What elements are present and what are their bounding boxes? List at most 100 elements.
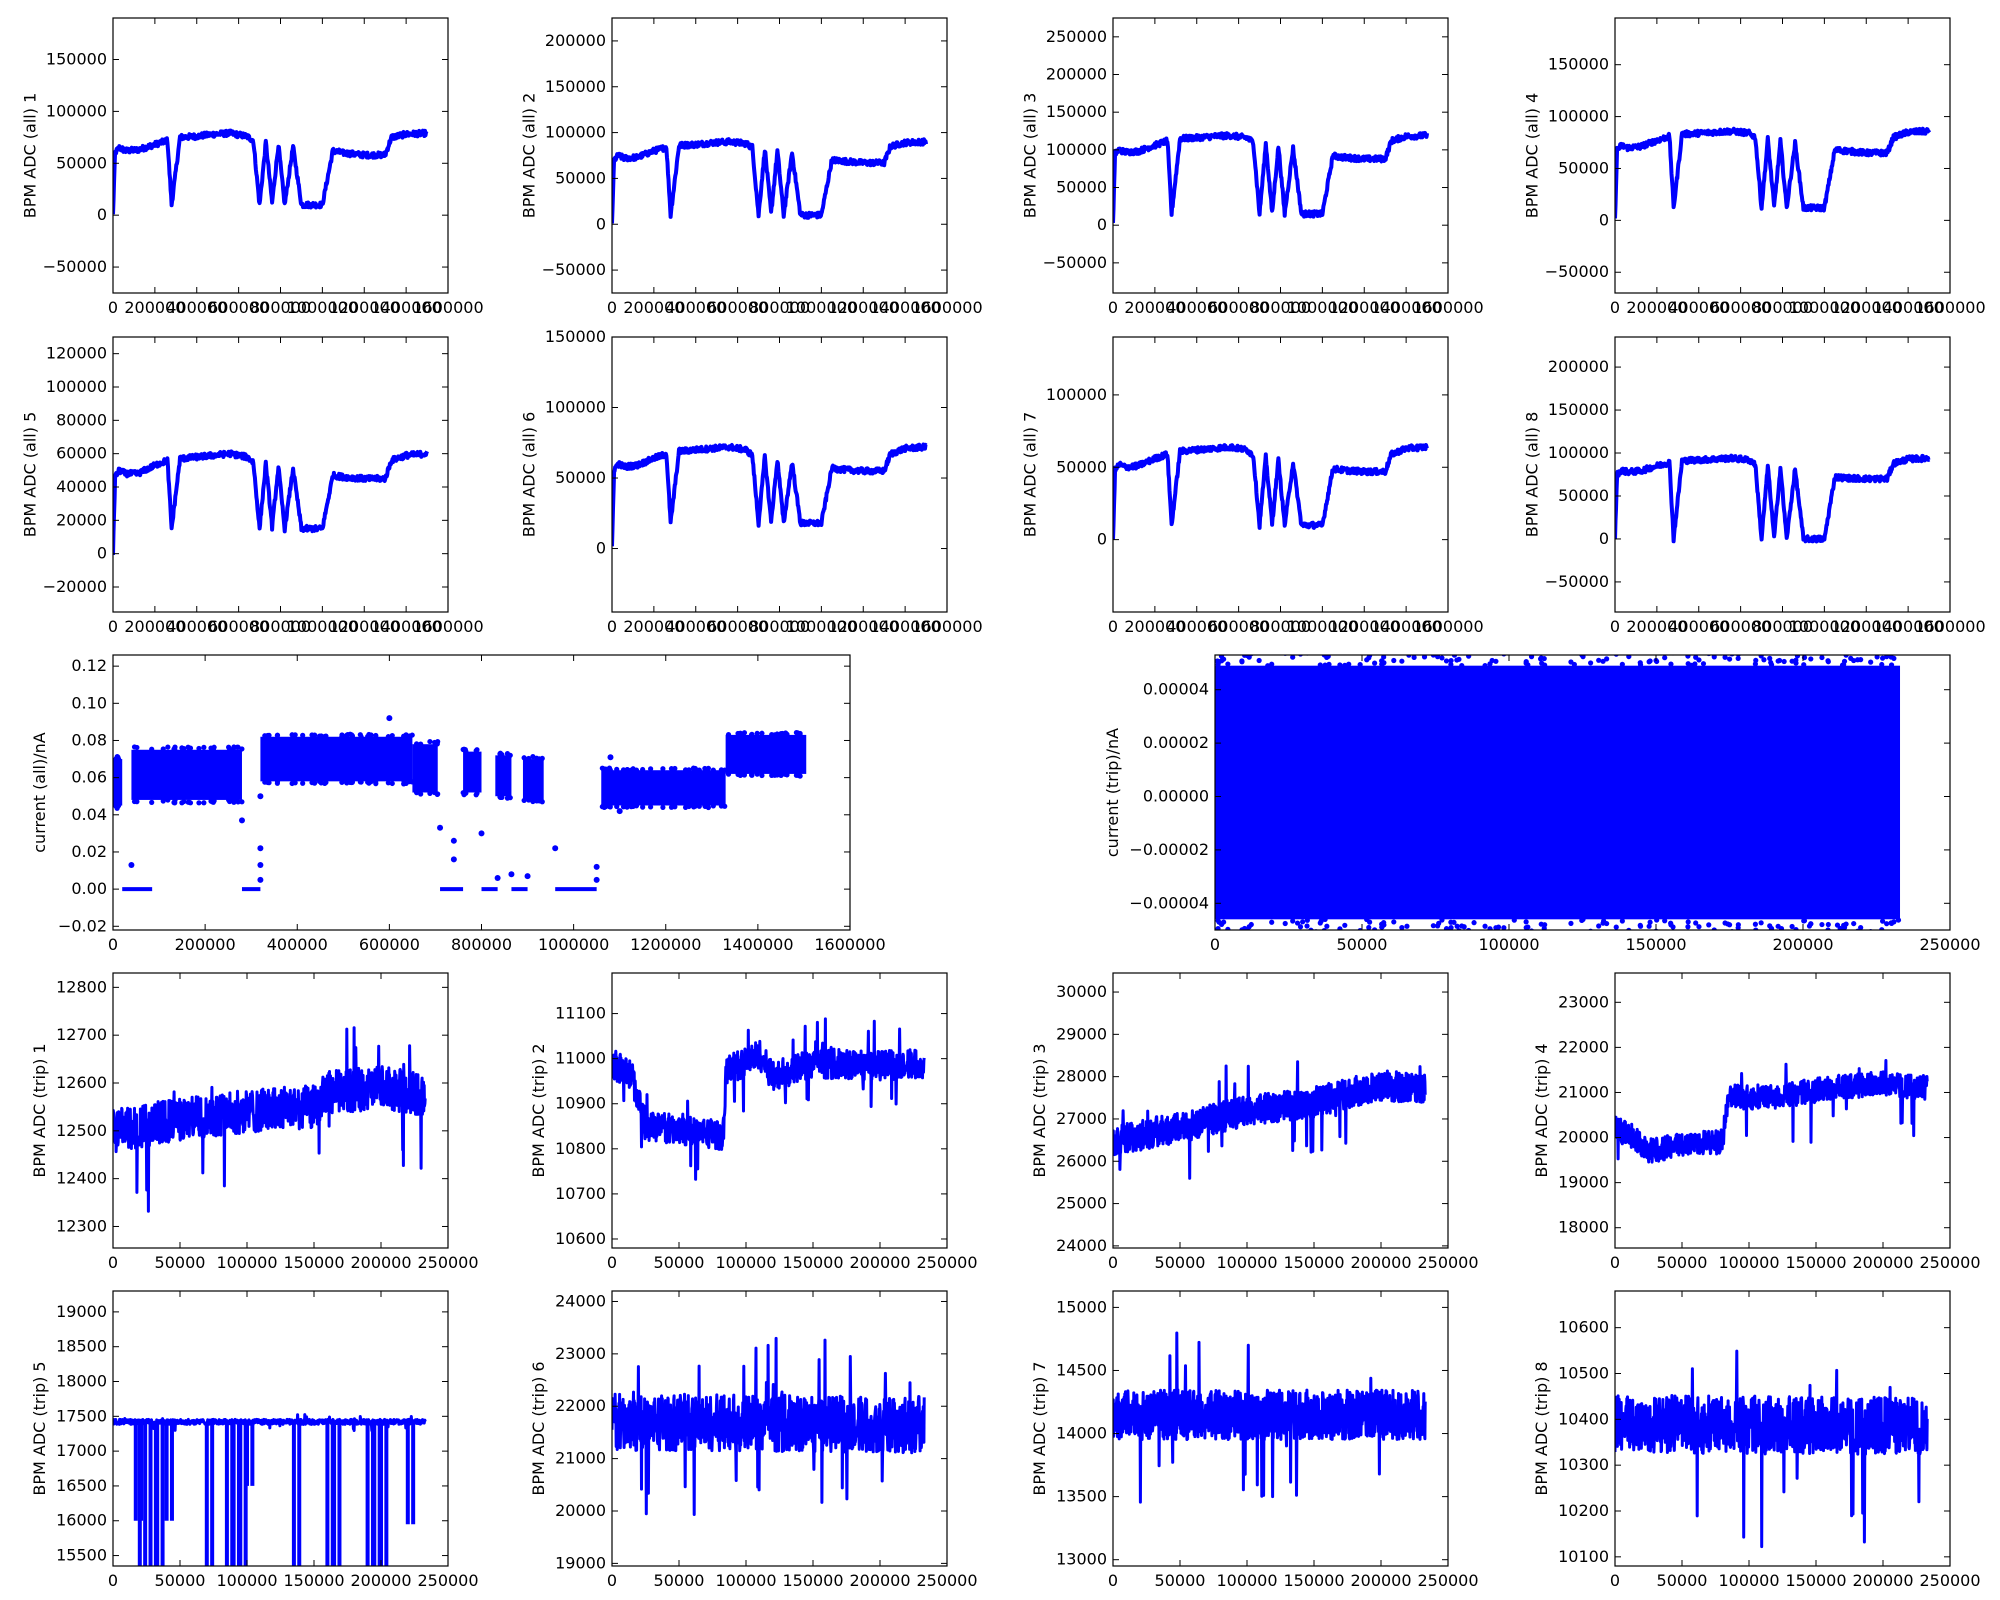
x-tick-label: 200000 [1852,1571,1913,1590]
scatter-point [265,732,271,739]
scatter-point [1767,923,1773,929]
y-tick-label: 25000 [1056,1194,1107,1213]
x-tick-label: 1400000 [1370,617,1441,636]
y-tick-label: 11000 [555,1049,606,1068]
y-axis-label: BPM ADC (trip) 8 [1532,1361,1551,1495]
x-tick-label: 50000 [1337,935,1388,954]
scatter-point [274,780,280,786]
scatter-point [1693,655,1699,660]
x-tick-label: 1000000 [287,298,358,317]
scatter-point [1646,659,1652,665]
y-axis-label: current (trip)/nA [1103,728,1122,857]
scatter-point [748,732,755,738]
scatter-point [344,780,350,786]
scatter-point [1851,920,1857,927]
scatter-point [1448,661,1454,668]
scatter-point [1324,923,1330,929]
scatter-point [754,771,760,777]
scatter-point [1295,649,1300,654]
scatter-point [526,755,532,762]
scatter-point [1662,918,1668,924]
scatter-point [1525,662,1531,668]
scatter-point [1448,925,1454,930]
x-tick-label: 250000 [916,1253,977,1272]
x-tick-label: 200000 [124,298,185,317]
y-tick-label: 150000 [1548,400,1609,419]
y-tick-label: 21000 [555,1449,606,1468]
scatter-point [1265,931,1270,936]
chart-5: 0 200000400000600000800000100000012000001… [20,336,484,636]
scatter-point [311,780,318,786]
x-tick-label: 150000 [283,1253,344,1272]
scatter-point [1391,919,1397,925]
scatter-point [1789,658,1795,664]
scatter-band [260,736,413,782]
scatter-point [1579,917,1585,924]
scatter-point [593,863,600,870]
axes-frame [1112,1290,1449,1567]
scatter-point [1269,919,1275,925]
chart-18: 0 50000 100000 150000 200000 250000 10100 10200… [1532,1290,1981,1590]
y-tick-label: 60000 [56,444,107,463]
scatter-point [413,741,420,747]
y-tick-label: −50000 [542,260,606,279]
chart-1: 0 200000400000600000800000100000012000001… [20,17,484,317]
x-tick-label: 150000 [782,1253,843,1272]
scatter-point [1801,662,1807,668]
y-tick-label: 20000 [555,1501,606,1520]
scatter-point [201,800,207,806]
scatter-band [522,759,544,800]
y-tick-label: 50000 [1056,457,1107,476]
x-tick-label: 0 [1108,298,1118,317]
y-tick-label: −20000 [43,577,107,596]
x-tick-label: 600000 [359,935,420,954]
scatter-point [344,733,350,740]
plot-area [612,1017,926,1181]
x-tick-label: 1600000 [412,298,483,317]
x-tick-label: 600000 [1208,617,1269,636]
x-tick-label: 250000 [1919,1253,1980,1272]
x-tick-label: 100000 [216,1253,277,1272]
scatter-point [778,772,784,779]
scatter-point [323,779,329,786]
series-line [1113,1060,1427,1180]
x-tick-label: 400000 [665,298,726,317]
x-tick-label: 0 [1610,298,1620,317]
y-tick-label: 21000 [1558,1082,1609,1101]
y-tick-label: 100000 [545,123,606,142]
scatter-point [1248,921,1254,928]
y-tick-label: 16000 [56,1511,107,1530]
scatter-point [160,746,166,752]
scatter-point [1439,917,1445,923]
y-tick-label: 15000 [1056,1297,1107,1316]
plot-area [1615,1059,1929,1164]
y-tick-label: 150000 [1046,102,1107,121]
scatter-point [474,747,480,753]
scatter-point [185,744,191,750]
scatter-point [497,794,503,801]
scatter-point [593,876,600,883]
x-tick-label: 50000 [155,1571,206,1590]
scatter-point [1406,932,1411,937]
x-tick-label: 1200000 [329,298,400,317]
scatter-point [1626,655,1632,660]
x-tick-label: 100000 [715,1571,776,1590]
scatter-point [1471,649,1476,654]
scatter-point [1725,648,1730,653]
y-tick-label: 18500 [56,1337,107,1356]
y-tick-label: 17000 [56,1441,107,1460]
y-tick-label: 10800 [555,1139,606,1158]
scatter-point [1487,661,1493,667]
scatter-point [1884,655,1890,660]
y-tick-label: 30000 [1056,982,1107,1001]
x-tick-label: 1400000 [869,298,940,317]
x-tick-label: 200000 [175,935,236,954]
scatter-point [1848,931,1853,936]
scatter-point [1572,931,1577,936]
scatter-point [357,732,363,738]
y-tick-label: 10600 [1558,1318,1609,1337]
scatter-point [149,799,155,805]
y-axis-label: BPM ADC (trip) 7 [1030,1361,1049,1495]
y-axis-label: BPM ADC (trip) 6 [529,1361,548,1495]
x-tick-label: 200000 [350,1571,411,1590]
